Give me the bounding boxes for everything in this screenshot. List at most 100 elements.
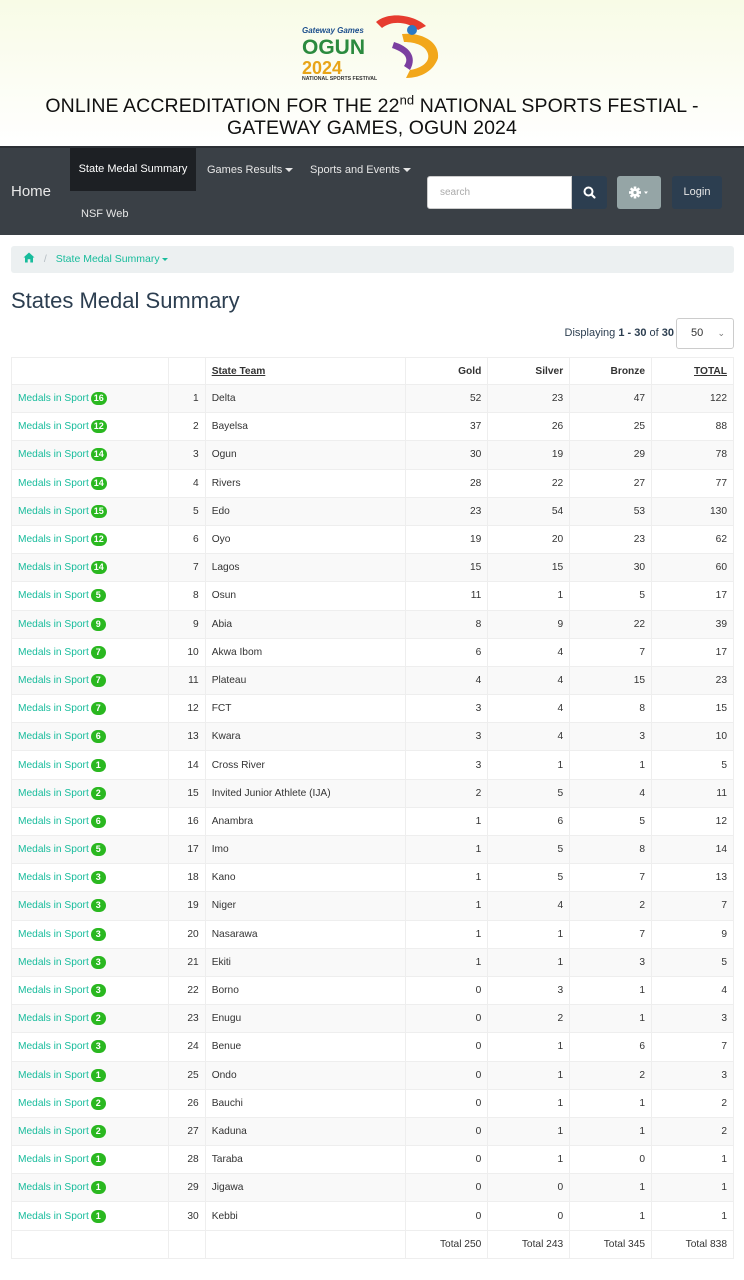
medals-in-sport-link[interactable]: Medals in Sport (18, 928, 89, 940)
medals-in-sport-link[interactable]: Medals in Sport (18, 957, 89, 969)
medals-in-sport-link[interactable]: Medals in Sport (18, 759, 89, 771)
medals-in-sport-link[interactable]: Medals in Sport (18, 1182, 89, 1194)
medals-in-sport-link[interactable]: Medals in Sport (18, 675, 89, 687)
medals-in-sport-link[interactable]: Medals in Sport (18, 618, 89, 630)
rank-cell: 28 (167, 1145, 206, 1175)
col-header-silver: Silver (487, 357, 571, 385)
sport-count-badge: 5 (90, 843, 106, 857)
search-button[interactable] (572, 176, 607, 209)
medals-in-sport-link[interactable]: Medals in Sport (18, 703, 89, 715)
rank-cell: 11 (167, 665, 206, 696)
medals-in-sport-link[interactable]: Medals in Sport (18, 872, 89, 884)
silver-cell: 1 (487, 1116, 571, 1147)
team-cell: Borno (204, 975, 407, 1006)
rank-cell: 12 (167, 694, 206, 724)
medals-in-sport-link[interactable]: Medals in Sport (18, 421, 89, 433)
sport-count-badge: 15 (90, 504, 107, 518)
medals-in-sport-link[interactable]: Medals in Sport (18, 900, 89, 912)
rank-cell: 6 (167, 524, 206, 555)
medals-in-sport-link[interactable]: Medals in Sport (18, 1013, 89, 1025)
rank-cell: 5 (167, 496, 206, 526)
total-cell: 3 (651, 1004, 734, 1034)
breadcrumb-state-medal-summary[interactable]: State Medal Summary (56, 253, 168, 265)
medals-in-sport-link[interactable]: Medals in Sport (18, 506, 89, 518)
total-bronze: Total 345 (569, 1229, 653, 1259)
medals-in-sport-link[interactable]: Medals in Sport (18, 985, 89, 997)
medals-in-sport-link[interactable]: Medals in Sport (18, 1210, 89, 1222)
medals-in-sport-cell: Medals in Sport 7 (11, 694, 169, 724)
sport-count-badge: 6 (90, 730, 106, 744)
home-icon[interactable] (23, 252, 35, 263)
site-title: ONLINE ACCREDITATION FOR THE 22nd NATION… (45, 92, 699, 140)
gold-cell: 8 (405, 609, 489, 639)
table-row: Medals in Sport 2 26 Bauchi 0 1 1 2 (11, 1088, 734, 1118)
medals-in-sport-cell: Medals in Sport 1 (11, 1173, 169, 1203)
medals-in-sport-link[interactable]: Medals in Sport (18, 449, 89, 461)
nav-state-medal-summary[interactable]: State Medal Summary (70, 148, 196, 191)
table-row: Medals in Sport 15 5 Edo 23 54 53 130 (11, 496, 734, 526)
table-row: Medals in Sport 2 27 Kaduna 0 1 1 2 (11, 1116, 734, 1147)
total-cell: 13 (651, 863, 734, 893)
team-cell: Jigawa (204, 1173, 407, 1203)
rank-cell: 23 (167, 1004, 206, 1034)
nav-games-results-dropdown[interactable]: Games Results (207, 164, 294, 176)
bronze-cell: 1 (569, 1173, 653, 1203)
team-cell: Osun (204, 581, 407, 611)
sport-count-badge: 1 (90, 1068, 106, 1082)
silver-cell: 9 (487, 609, 571, 639)
medals-in-sport-link[interactable]: Medals in Sport (18, 1126, 89, 1138)
table-row: Medals in Sport 1 14 Cross River 3 1 1 5 (11, 750, 734, 780)
gold-cell: 0 (405, 1060, 489, 1090)
total-cell: 3 (651, 1060, 734, 1090)
team-cell: Delta (204, 383, 407, 414)
total-cell: 23 (651, 665, 734, 696)
medals-in-sport-link[interactable]: Medals in Sport (18, 562, 89, 574)
sport-count-badge: 1 (90, 758, 106, 772)
silver-cell: 5 (487, 778, 571, 808)
table-row: Medals in Sport 14 4 Rivers 28 22 27 77 (11, 468, 734, 498)
gold-cell: 4 (405, 665, 489, 696)
col-header-team[interactable]: State Team (204, 357, 407, 385)
table-row: Medals in Sport 3 24 Benue 0 1 6 7 (11, 1032, 734, 1062)
gateway-games-logo[interactable]: Gateway Games OGUN 2024 NATIONAL SPORTS … (298, 12, 446, 82)
team-cell: Kano (204, 863, 407, 893)
main-navbar: Home State Medal Summary Games Results S… (0, 146, 744, 235)
page-size-select[interactable]: 50 ⌄ (676, 318, 734, 349)
login-button[interactable]: Login (672, 176, 722, 209)
medals-in-sport-cell: Medals in Sport 14 (11, 468, 169, 498)
total-cell: 11 (651, 778, 734, 808)
table-row: Medals in Sport 2 23 Enugu 0 2 1 3 (11, 1004, 734, 1034)
bronze-cell: 25 (569, 412, 653, 442)
bronze-cell: 1 (569, 1116, 653, 1147)
medals-in-sport-link[interactable]: Medals in Sport (18, 1097, 89, 1109)
medals-in-sport-link[interactable]: Medals in Sport (18, 731, 89, 743)
bronze-cell: 23 (569, 524, 653, 555)
nav-home-link[interactable]: Home (11, 183, 52, 200)
nav-sports-events-dropdown[interactable]: Sports and Events (310, 164, 411, 176)
search-input[interactable]: search (427, 176, 572, 209)
medals-in-sport-link[interactable]: Medals in Sport (18, 393, 89, 405)
medals-in-sport-link[interactable]: Medals in Sport (18, 534, 89, 546)
medals-in-sport-link[interactable]: Medals in Sport (18, 816, 89, 828)
medals-in-sport-link[interactable]: Medals in Sport (18, 1069, 89, 1081)
page-title: States Medal Summary (11, 288, 240, 313)
table-row: Medals in Sport 7 12 FCT 3 4 8 15 (11, 694, 734, 724)
bronze-cell: 1 (569, 975, 653, 1006)
medals-in-sport-link[interactable]: Medals in Sport (18, 590, 89, 602)
medals-in-sport-link[interactable]: Medals in Sport (18, 1154, 89, 1166)
medals-in-sport-link[interactable]: Medals in Sport (18, 787, 89, 799)
medals-in-sport-link[interactable]: Medals in Sport (18, 646, 89, 658)
medals-in-sport-link[interactable]: Medals in Sport (18, 844, 89, 856)
nav-nsf-web-link[interactable]: NSF Web (81, 208, 129, 220)
table-row: Medals in Sport 14 3 Ogun 30 19 29 78 (11, 440, 734, 470)
total-cell: 10 (651, 722, 734, 752)
sport-count-badge: 7 (90, 702, 106, 716)
bronze-cell: 7 (569, 919, 653, 949)
col-header-total[interactable]: TOTAL (651, 357, 734, 385)
total-cell: 130 (651, 496, 734, 526)
team-cell: Edo (204, 496, 407, 526)
medals-in-sport-link[interactable]: Medals in Sport (18, 477, 89, 489)
settings-dropdown-button[interactable] (617, 176, 661, 209)
medals-in-sport-link[interactable]: Medals in Sport (18, 1041, 89, 1053)
sport-count-badge: 1 (90, 1181, 106, 1195)
